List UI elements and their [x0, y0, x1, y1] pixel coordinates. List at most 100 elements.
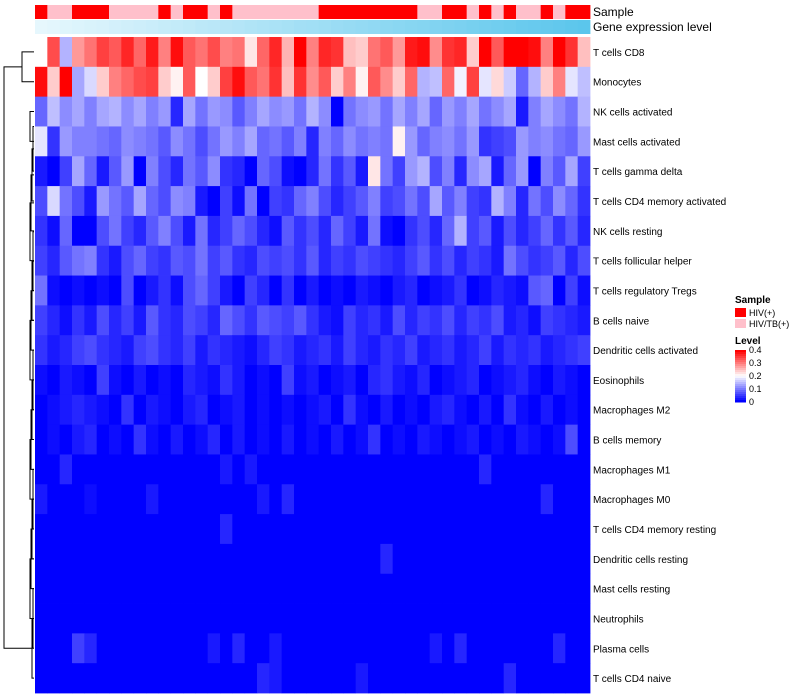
- row-label: NK cells activated: [593, 108, 672, 119]
- heatmap-cell: [35, 126, 48, 157]
- heatmap-cell: [183, 335, 196, 366]
- heatmap-cell: [553, 305, 566, 336]
- gene-expression-cell: [170, 20, 184, 34]
- heatmap-cell: [516, 484, 529, 515]
- heatmap-cell: [318, 603, 332, 634]
- heatmap-cell: [35, 365, 48, 396]
- heatmap-cell: [59, 335, 73, 366]
- heatmap-cell: [121, 603, 135, 634]
- heatmap-cell: [503, 424, 517, 455]
- heatmap-cell: [84, 335, 98, 366]
- heatmap-cell: [220, 484, 233, 515]
- heatmap-cell: [281, 66, 295, 98]
- heatmap-cell: [491, 484, 505, 515]
- heatmap-cell: [405, 484, 418, 515]
- heatmap-cell: [553, 186, 566, 217]
- heatmap-cell: [207, 335, 221, 366]
- heatmap-cell: [380, 394, 394, 426]
- heatmap-cell: [306, 335, 320, 366]
- heatmap-cell: [454, 245, 468, 276]
- heatmap-cell: [232, 37, 246, 68]
- heatmap-cell: [503, 37, 517, 68]
- heatmap-cell: [454, 186, 468, 217]
- heatmap-cell: [133, 156, 147, 187]
- heatmap-cell: [47, 543, 61, 575]
- heatmap-cell: [479, 66, 492, 98]
- sample-cell: [442, 5, 455, 19]
- heatmap-cell: [281, 603, 295, 634]
- heatmap-cell: [269, 335, 283, 366]
- heatmap-cell: [133, 37, 147, 68]
- colorbar-step: [735, 380, 746, 383]
- heatmap-cell: [133, 215, 147, 247]
- heatmap-cell: [35, 603, 48, 634]
- heatmap-cell: [368, 454, 381, 485]
- heatmap-cell: [503, 365, 517, 396]
- heatmap-cell: [306, 663, 320, 694]
- heatmap-cell: [109, 215, 122, 247]
- heatmap-cell: [133, 663, 147, 694]
- heatmap-cell: [429, 484, 443, 515]
- sample-cell: [528, 5, 542, 19]
- heatmap-cell: [220, 66, 233, 98]
- heatmap-cell: [392, 365, 406, 396]
- heatmap-cell: [84, 394, 98, 426]
- heatmap-cell: [220, 365, 233, 396]
- heatmap-cell: [146, 186, 159, 217]
- heatmap-cell: [109, 37, 122, 68]
- heatmap-cell: [540, 573, 554, 604]
- heatmap-cell: [294, 335, 307, 366]
- row-label: NK cells resting: [593, 227, 662, 238]
- heatmap-cell: [84, 543, 98, 575]
- heatmap-cell: [331, 663, 344, 694]
- sample-cell: [294, 5, 307, 19]
- heatmap-cell: [528, 126, 542, 157]
- heatmap-cell: [405, 603, 418, 634]
- heatmap-cell: [479, 335, 492, 366]
- heatmap-cell: [565, 573, 579, 604]
- heatmap-cell: [96, 156, 110, 187]
- heatmap-cell: [516, 633, 529, 664]
- heatmap-cell: [368, 633, 381, 664]
- heatmap-cell: [146, 394, 159, 426]
- heatmap-cell: [220, 37, 233, 68]
- heatmap-cell: [306, 96, 320, 127]
- heatmap-cell: [355, 335, 369, 366]
- heatmap-cell: [232, 633, 246, 664]
- heatmap-cell: [183, 394, 196, 426]
- heatmap-cell: [491, 543, 505, 575]
- heatmap-cell: [380, 245, 394, 276]
- heatmap-cell: [331, 633, 344, 664]
- heatmap-cell: [170, 245, 184, 276]
- heatmap-cell: [405, 335, 418, 366]
- heatmap-cell: [207, 186, 221, 217]
- heatmap-cell: [96, 335, 110, 366]
- heatmap-cell: [146, 633, 159, 664]
- heatmap-cell: [318, 394, 332, 426]
- heatmap-cell: [133, 573, 147, 604]
- heatmap-cell: [466, 633, 480, 664]
- heatmap-cell: [565, 215, 579, 247]
- heatmap-cell: [281, 394, 295, 426]
- legend-swatch-hiv: [735, 308, 746, 317]
- heatmap-cell: [553, 573, 566, 604]
- heatmap-cell: [553, 543, 566, 575]
- heatmap-cell: [133, 484, 147, 515]
- heatmap-cell: [491, 37, 505, 68]
- heatmap-cell: [195, 215, 209, 247]
- sample-cell: [257, 5, 270, 19]
- heatmap-cell: [442, 215, 455, 247]
- heatmap-cell: [565, 365, 579, 396]
- heatmap-cell: [72, 126, 85, 157]
- heatmap-cell: [146, 335, 159, 366]
- heatmap-cell: [109, 484, 122, 515]
- heatmap-cell: [133, 305, 147, 336]
- heatmap-cell: [195, 454, 209, 485]
- heatmap-cell: [466, 245, 480, 276]
- sample-cell: [109, 5, 122, 19]
- heatmap-cell: [59, 126, 73, 157]
- heatmap-cell: [516, 126, 529, 157]
- heatmap-cell: [269, 96, 283, 127]
- heatmap-cell: [368, 96, 381, 127]
- heatmap-cell: [553, 633, 566, 664]
